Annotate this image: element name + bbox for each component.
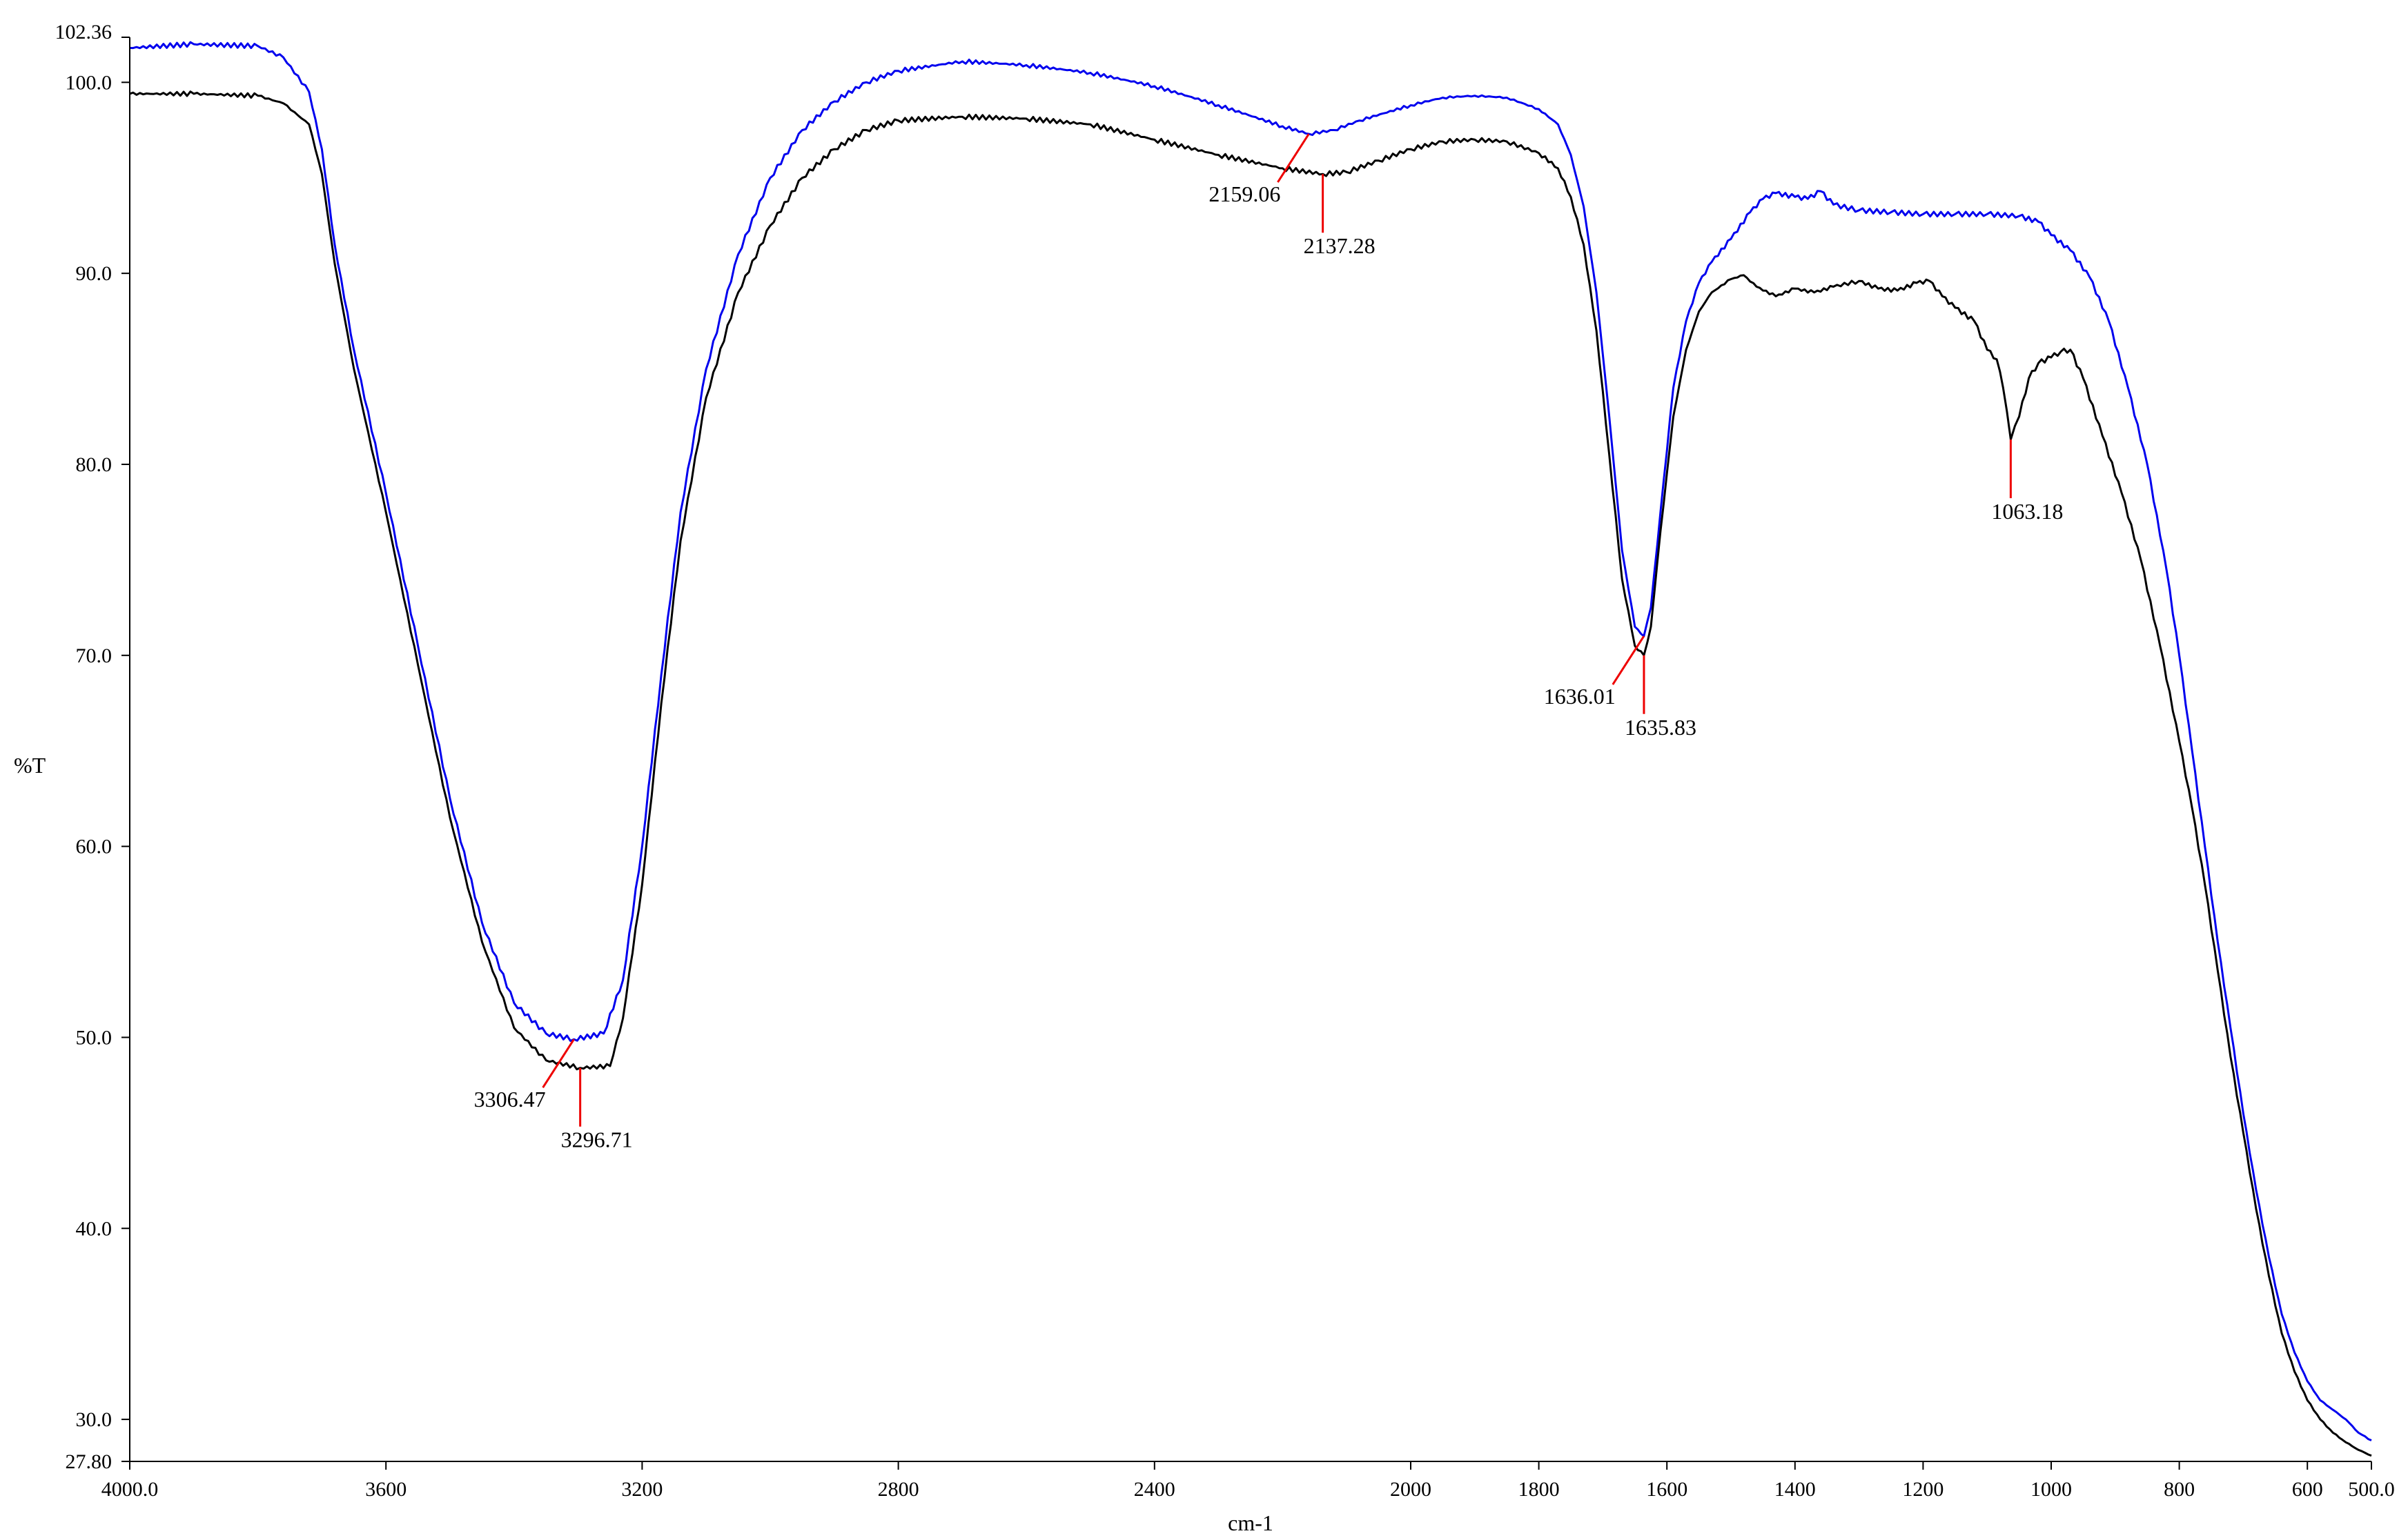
x-tick-label: 1800 xyxy=(1518,1478,1560,1501)
y-axis-title: %T xyxy=(14,753,46,778)
peak-leader-line xyxy=(1277,133,1310,183)
peak-label: 1635.83 xyxy=(1625,715,1696,740)
x-tick-label: 4000.0 xyxy=(101,1478,159,1501)
peak-leaders xyxy=(542,133,2012,1127)
x-tick-label: 1600 xyxy=(1646,1478,1687,1501)
peak-label: 3296.71 xyxy=(561,1127,633,1152)
y-axis-ticks: 102.36 100.0 90.0 80.0 70.0 60.0 50.0 40.0 30.0 2… xyxy=(55,21,130,1473)
peak-leader-line xyxy=(542,1038,575,1089)
peak-label: 3306.47 xyxy=(474,1087,546,1112)
x-axis-title: cm-1 xyxy=(1228,1510,1273,1535)
peak-label: 1063.18 xyxy=(1991,499,2063,524)
y-tick-label: 40.0 xyxy=(76,1217,112,1240)
x-tick-label: 500.0 xyxy=(2348,1478,2395,1501)
peak-labels: 3306.47 3296.71 2159.06 2137.28 1636.01 1635.… xyxy=(474,181,2064,1152)
y-tick-label: 60.0 xyxy=(76,836,112,858)
x-tick-label: 600 xyxy=(2292,1478,2323,1501)
y-tick-label: 100.0 xyxy=(66,71,112,94)
x-tick-label: 1200 xyxy=(1902,1478,1944,1501)
x-tick-label: 1400 xyxy=(1774,1478,1816,1501)
y-tick-label: 70.0 xyxy=(76,644,112,667)
x-axis-ticks: 4000.0 3600 3200 2800 2400 2000 1800 1600 1400 12… xyxy=(101,1461,2395,1501)
x-tick-label: 800 xyxy=(2164,1478,2195,1501)
y-tick-label: 30.0 xyxy=(76,1408,112,1431)
plot-area xyxy=(129,41,2372,1457)
y-tick-label: 27.80 xyxy=(66,1450,112,1473)
x-tick-label: 2400 xyxy=(1134,1478,1175,1501)
x-tick-label: 3600 xyxy=(365,1478,407,1501)
y-tick-label: 102.36 xyxy=(55,21,112,43)
peak-label: 2159.06 xyxy=(1208,181,1280,206)
y-tick-label: 90.0 xyxy=(76,262,112,285)
peak-leader-line xyxy=(1612,635,1645,685)
x-tick-label: 1000 xyxy=(2030,1478,2072,1501)
y-tick-label: 50.0 xyxy=(76,1026,112,1049)
x-tick-label: 3200 xyxy=(621,1478,663,1501)
spectrum-series-2 xyxy=(129,90,2372,1457)
y-tick-label: 80.0 xyxy=(76,453,112,476)
peak-label: 2137.28 xyxy=(1304,233,1376,258)
x-tick-label: 2800 xyxy=(878,1478,919,1501)
axes xyxy=(129,37,2371,1462)
spectrum-series-1 xyxy=(129,41,2372,1441)
peak-label: 1636.01 xyxy=(1544,684,1616,709)
x-tick-label: 2000 xyxy=(1390,1478,1431,1501)
